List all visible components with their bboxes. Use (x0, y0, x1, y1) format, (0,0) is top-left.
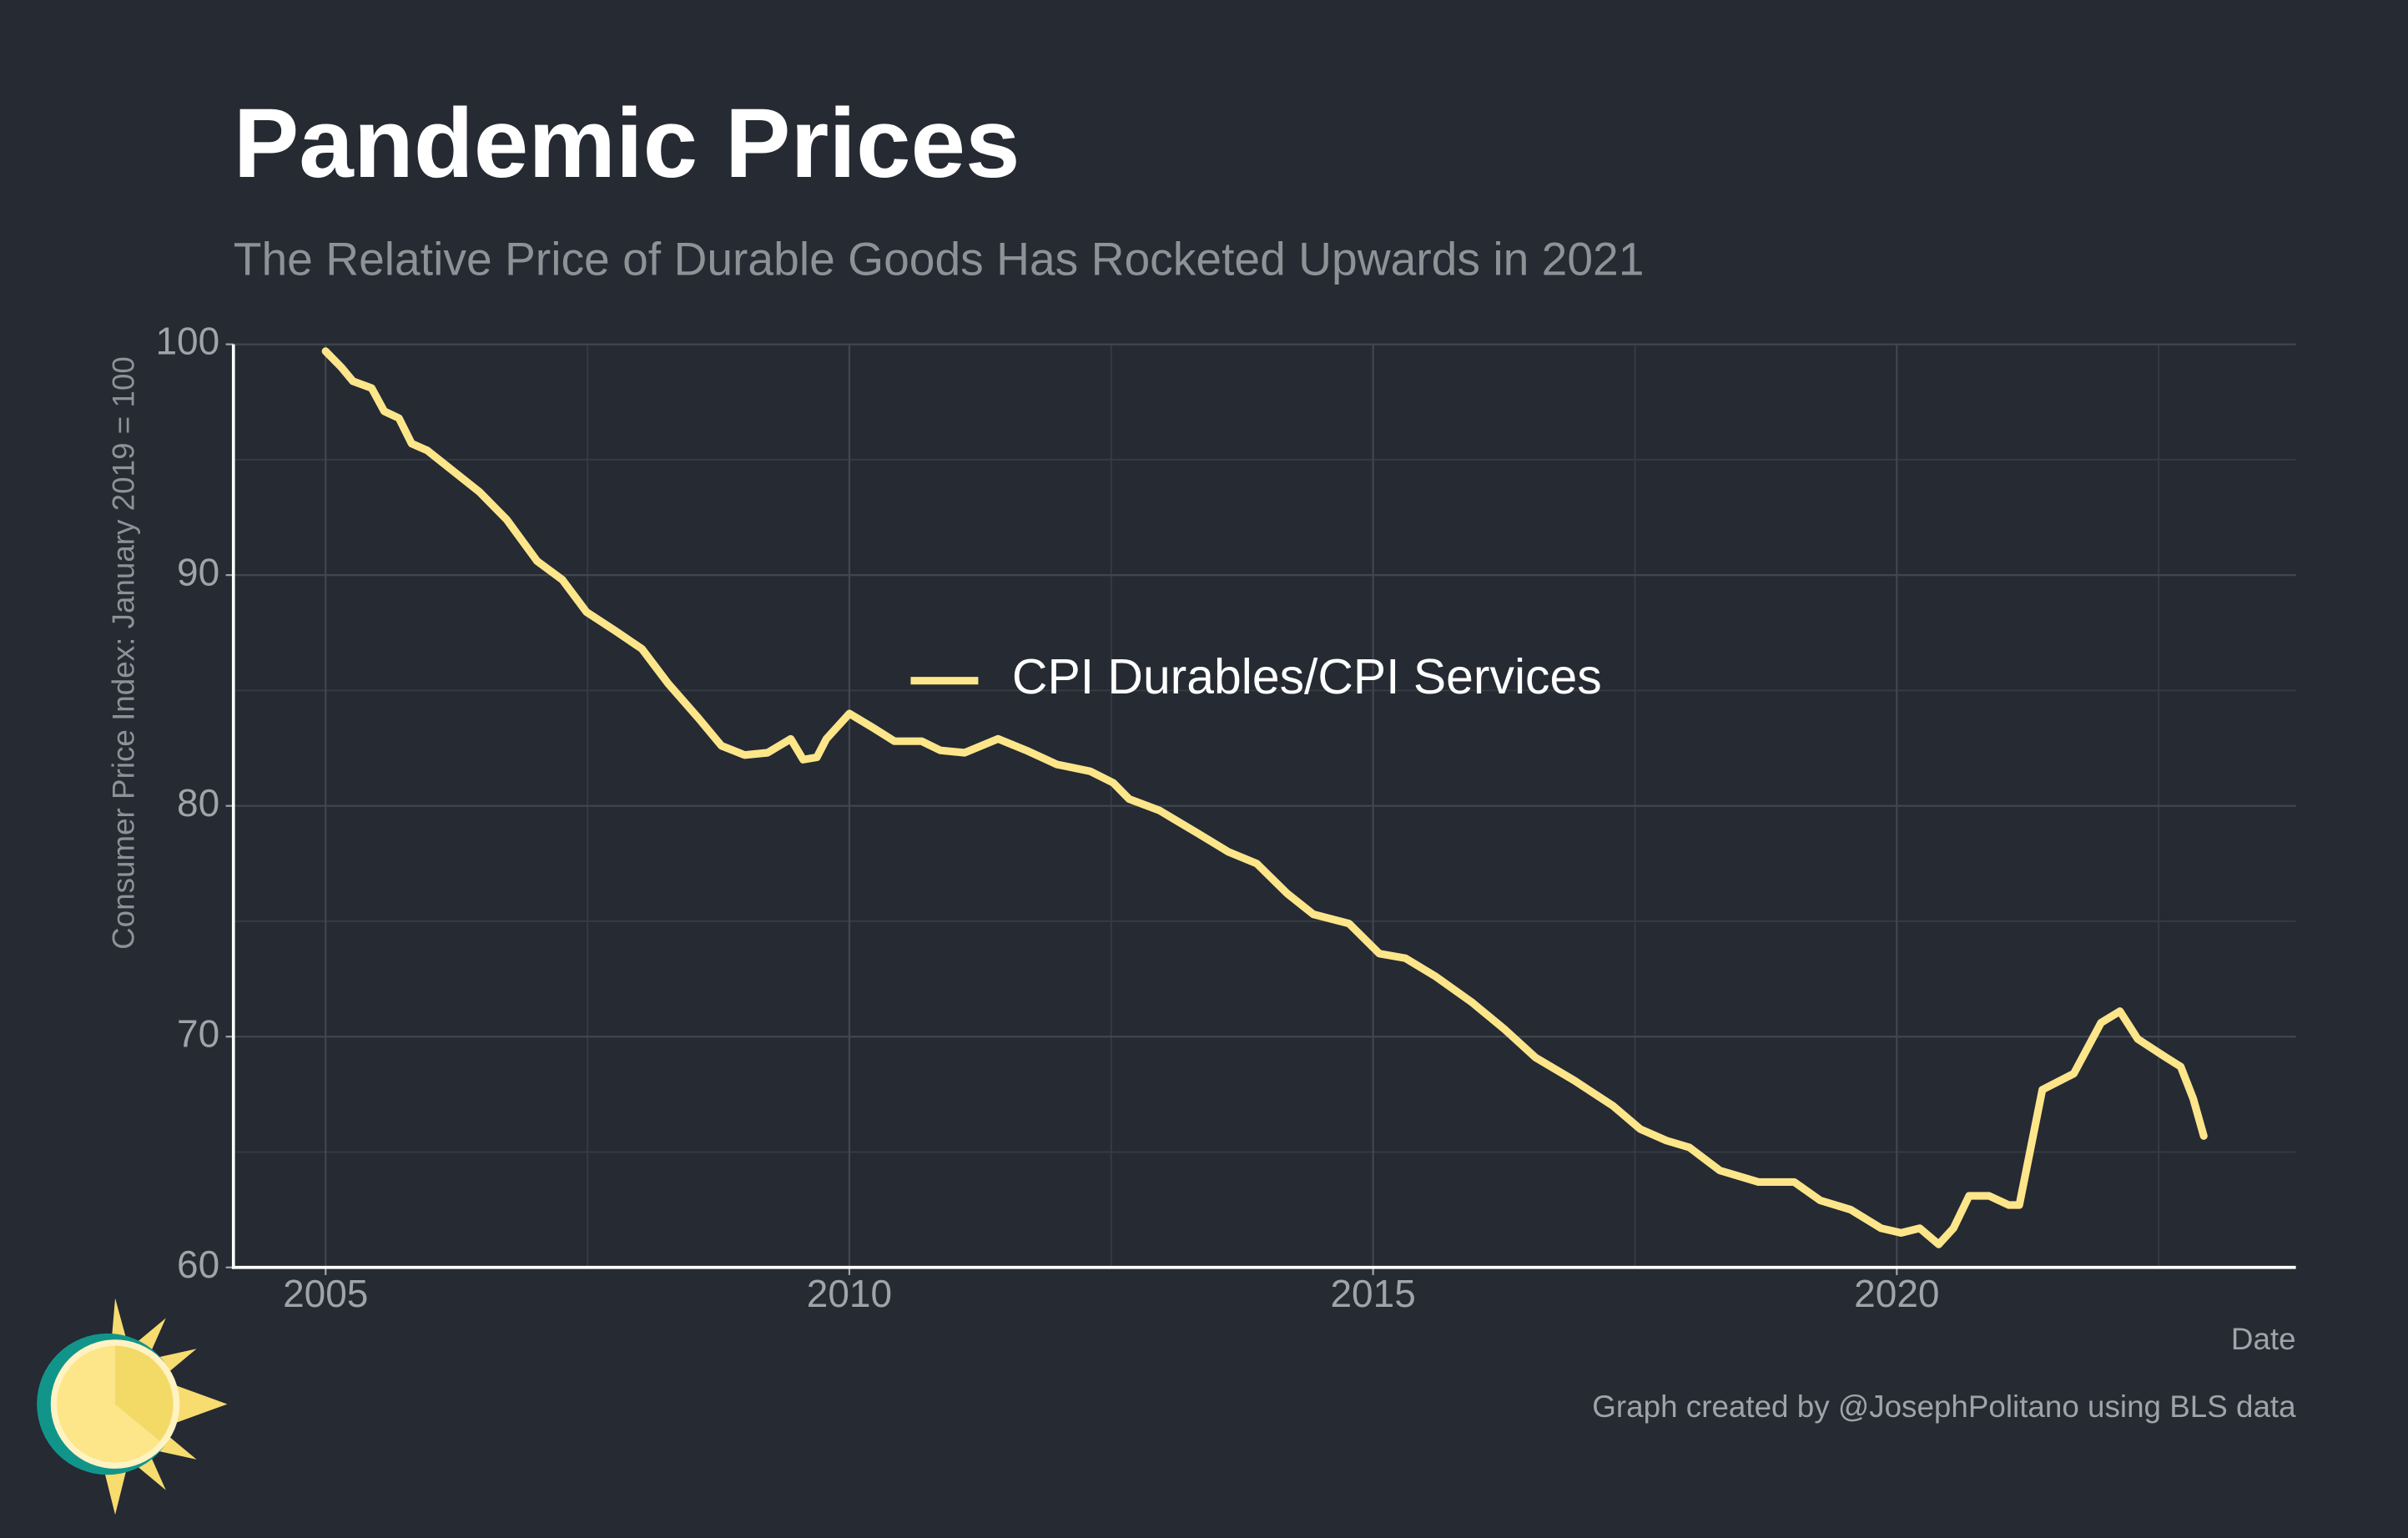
chart-subtitle: The Relative Price of Durable Goods Has … (234, 234, 1645, 285)
x-tick-label: 2010 (807, 1272, 892, 1315)
y-tick-label: 90 (177, 550, 219, 593)
logo (37, 1298, 228, 1515)
y-axis-label: Consumer Price Index: January 2019 = 100 (107, 356, 141, 950)
plot-area: 60 70 80 90 100 2005 2010 2015 2020 CPI Durables/… (155, 320, 2296, 1315)
y-tick-label: 100 (155, 320, 219, 363)
chart-title: Pandemic Prices (234, 88, 1020, 198)
y-tick-label: 70 (177, 1011, 219, 1055)
x-tick-label: 2020 (1854, 1272, 1939, 1315)
x-axis-label: Date (2231, 1322, 2296, 1356)
y-tick-label: 80 (177, 781, 219, 824)
legend-label: CPI Durables/CPI Services (1012, 650, 1602, 704)
x-tick-label: 2015 (1330, 1272, 1415, 1315)
caption: Graph created by @JosephPolitano using B… (1592, 1389, 2296, 1424)
data-line (321, 347, 2208, 1248)
y-tick-label: 60 (177, 1243, 219, 1286)
x-tick-label: 2005 (283, 1272, 368, 1315)
